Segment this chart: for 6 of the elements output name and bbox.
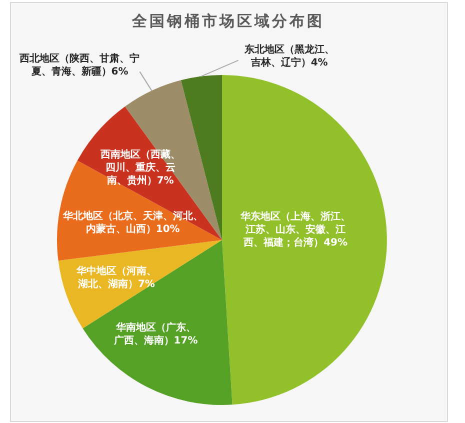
slice-label: 西北地区（陕西、甘肃、宁夏、青海、新疆）6% [20, 54, 140, 78]
slice-label: 华南地区（广东、广西、海南）17% [114, 322, 198, 347]
slice-label: 华北地区（北京、天津、河北、内蒙古、山西）10% [62, 211, 203, 235]
slice-label: 东北地区（黑龙江、吉林、辽宁）4% [244, 44, 334, 68]
chart-title: 全国钢桶市场区域分布图 [132, 12, 324, 30]
slice-label: 华东地区（上海、浙江、江苏、山东、安徽、江西、福建；台湾）49% [240, 211, 351, 248]
